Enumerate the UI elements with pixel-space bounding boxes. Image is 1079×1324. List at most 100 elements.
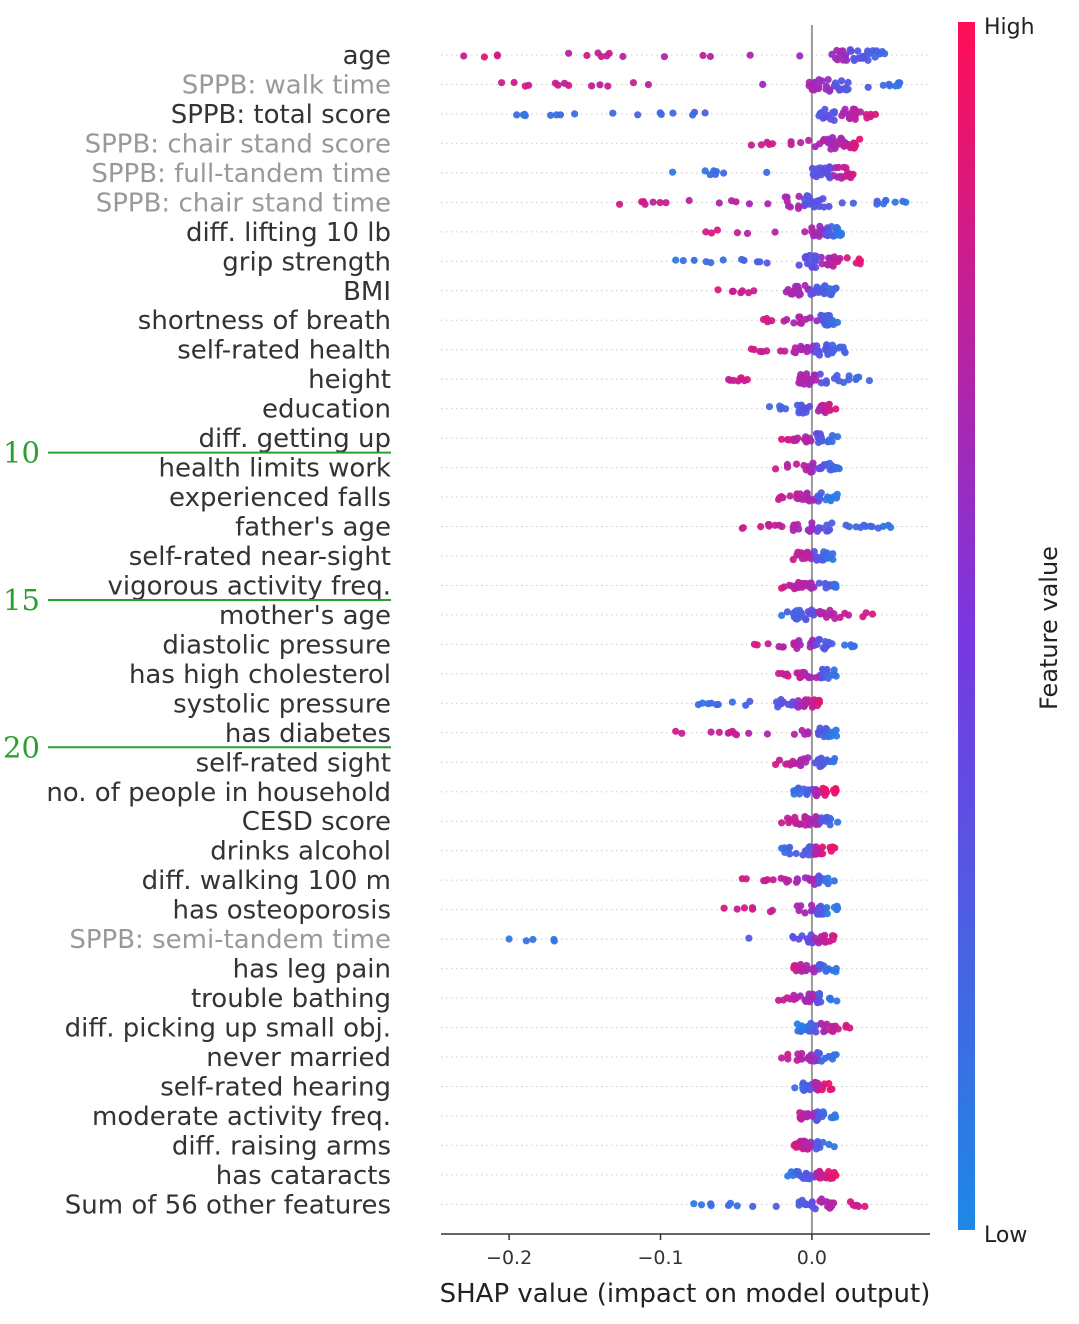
shap-point — [797, 139, 805, 147]
shap-point — [689, 111, 697, 119]
feature-label: SPPB: walk time — [182, 70, 391, 100]
shap-point — [794, 492, 802, 500]
shap-point — [830, 903, 839, 911]
row-markers: 10 15 20 — [3, 436, 391, 764]
shap-point — [510, 78, 518, 87]
shap-point — [816, 1197, 824, 1205]
shap-point — [813, 556, 821, 564]
shap-point — [763, 876, 771, 884]
shap-point — [772, 465, 780, 473]
feature-label: shortness of breath — [138, 306, 391, 336]
shap-point — [805, 844, 813, 852]
shap-point — [856, 108, 865, 116]
shap-point — [726, 1199, 735, 1207]
feature-label: diff. walking 100 m — [142, 866, 391, 896]
row-gridlines — [441, 54, 930, 1205]
shap-point — [865, 377, 874, 385]
shap-point — [826, 994, 834, 1002]
shap-point — [799, 579, 807, 588]
feature-label: health limits work — [159, 454, 392, 484]
shap-point — [812, 791, 821, 799]
shap-point — [823, 665, 831, 674]
shap-point — [738, 524, 746, 532]
shap-point — [825, 163, 833, 171]
shap-point — [765, 140, 773, 149]
feature-label: SPPB: semi-tandem time — [69, 925, 391, 955]
shap-point — [835, 377, 843, 385]
shap-point — [720, 169, 728, 177]
shap-point — [825, 1140, 833, 1149]
shap-point — [725, 375, 733, 384]
shap-point — [823, 493, 832, 501]
colorbar-low-label: Low — [984, 1223, 1027, 1248]
shap-point — [707, 728, 715, 736]
shap-point — [879, 200, 888, 208]
shap-point — [764, 640, 772, 648]
shap-point — [843, 254, 851, 262]
shap-point — [824, 965, 833, 973]
shap-point — [772, 760, 780, 769]
shap-point — [871, 110, 880, 118]
shap-point — [835, 465, 843, 473]
shap-point — [794, 204, 803, 212]
shap-point — [836, 231, 844, 240]
shap-point — [823, 1198, 831, 1206]
shap-point — [841, 349, 849, 357]
shap-point — [685, 196, 693, 205]
shap-point — [821, 638, 829, 646]
colorbar-gradient — [958, 22, 975, 1230]
shap-point — [824, 438, 832, 446]
shap-point — [714, 286, 722, 294]
shap-point — [819, 137, 827, 145]
shap-point — [832, 82, 840, 90]
shap-point — [798, 551, 806, 559]
shap-point — [832, 284, 840, 292]
shap-point — [525, 81, 533, 89]
shap-point — [807, 907, 816, 915]
shap-point — [789, 698, 797, 706]
shap-point — [828, 50, 836, 59]
shap-point — [757, 523, 765, 531]
shap-point — [669, 109, 677, 117]
shap-point — [713, 701, 721, 709]
shap-point — [826, 1053, 834, 1061]
shap-point — [783, 197, 791, 205]
shap-point — [826, 406, 834, 414]
feature-label: has cataracts — [216, 1161, 391, 1191]
shap-point — [864, 83, 872, 91]
shap-point — [706, 171, 714, 179]
shap-point — [830, 109, 838, 117]
shap-point — [679, 257, 687, 265]
shap-point — [814, 1139, 822, 1147]
shap-point — [702, 228, 710, 236]
shap-point — [498, 79, 506, 87]
shap-point — [823, 554, 831, 562]
shap-point — [810, 203, 818, 211]
shap-point — [634, 111, 642, 119]
shap-point — [799, 851, 807, 859]
feature-label: grip strength — [222, 247, 391, 277]
shap-point — [800, 785, 808, 793]
shap-point — [738, 287, 747, 295]
shap-point — [690, 1200, 698, 1208]
shap-point — [750, 640, 759, 648]
shap-point — [829, 1027, 837, 1035]
x-tick-label: 0.0 — [797, 1247, 827, 1269]
shap-point — [803, 935, 812, 943]
shap-point — [805, 136, 813, 144]
shap-point — [840, 142, 848, 150]
feature-label: self-rated sight — [196, 748, 391, 778]
shap-point — [791, 435, 799, 443]
shap-point — [801, 228, 809, 236]
shap-point — [746, 51, 754, 59]
shap-point — [789, 757, 797, 766]
shap-point — [809, 170, 817, 178]
shap-points — [460, 46, 910, 1213]
shap-point — [828, 432, 837, 440]
shap-point — [694, 701, 703, 709]
shap-point — [733, 1202, 741, 1210]
shap-point — [874, 524, 882, 532]
shap-point — [733, 905, 741, 913]
shap-point — [806, 998, 814, 1006]
